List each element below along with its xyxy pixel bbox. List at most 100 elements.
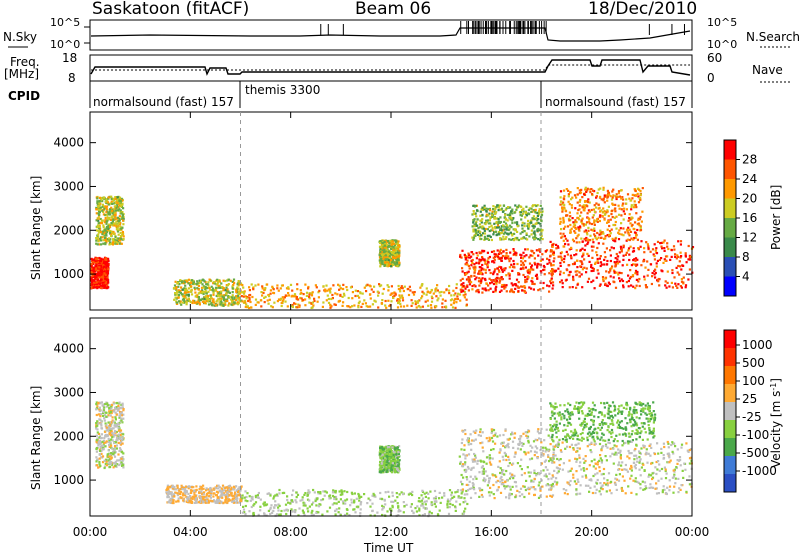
range-cell xyxy=(573,261,576,264)
range-cell xyxy=(538,208,541,211)
range-cell xyxy=(615,196,618,199)
range-cell xyxy=(199,281,203,284)
range-cell xyxy=(498,281,501,284)
range-cell xyxy=(122,417,125,420)
range-cell xyxy=(236,286,239,289)
range-cell xyxy=(109,454,112,457)
range-cell xyxy=(170,494,173,497)
range-cell xyxy=(559,232,562,235)
range-cell xyxy=(107,281,110,284)
range-cell xyxy=(367,305,370,308)
range-cell xyxy=(524,266,527,269)
range-cell xyxy=(691,246,695,249)
range-cell xyxy=(505,252,508,255)
range-cell xyxy=(541,253,544,256)
range-cell xyxy=(105,411,108,414)
range-cell xyxy=(590,245,593,248)
range-cell xyxy=(511,212,514,215)
range-cell xyxy=(448,284,451,288)
range-cell xyxy=(241,284,244,287)
range-cell xyxy=(676,286,679,289)
range-cell xyxy=(110,198,113,201)
range-cell xyxy=(421,283,424,286)
range-cell xyxy=(166,486,169,489)
cpid-segment-1: normalsound (fast) 157 xyxy=(93,95,234,109)
range-cell xyxy=(486,237,489,240)
range-cell xyxy=(283,509,286,512)
range-cell xyxy=(491,215,494,218)
range-cell xyxy=(497,255,500,258)
range-cell xyxy=(207,290,210,293)
range-cell xyxy=(654,268,657,271)
range-cell xyxy=(493,279,496,282)
range-cell xyxy=(304,283,307,286)
range-cell xyxy=(677,255,680,258)
range-cell xyxy=(468,277,471,280)
range-cell xyxy=(112,238,115,241)
range-cell xyxy=(242,286,245,289)
range-cell xyxy=(398,246,401,249)
range-cell xyxy=(635,206,638,209)
range-cell xyxy=(510,238,513,241)
range-cell xyxy=(587,241,590,244)
range-cell xyxy=(421,489,424,492)
range-cell xyxy=(577,233,580,236)
range-cell xyxy=(629,269,632,272)
range-cell xyxy=(559,270,562,273)
freq-left-tick-low: 8 xyxy=(68,71,76,85)
range-cell xyxy=(109,202,113,205)
range-cell xyxy=(250,306,253,309)
range-cell xyxy=(224,500,227,503)
range-cell xyxy=(184,284,187,287)
range-cell xyxy=(357,306,360,309)
range-cell xyxy=(111,432,114,435)
range-cell xyxy=(95,281,98,284)
range-cell xyxy=(273,301,276,304)
range-cell xyxy=(121,199,124,202)
range-cell xyxy=(115,444,118,447)
range-cell xyxy=(596,191,599,195)
range-cell xyxy=(604,277,607,280)
range-cell xyxy=(98,286,101,289)
range-cell xyxy=(603,194,606,197)
range-cell xyxy=(524,279,527,282)
range-cell xyxy=(97,240,100,243)
range-cell xyxy=(482,232,485,235)
range-cell xyxy=(97,432,101,435)
range-cell xyxy=(101,273,104,276)
range-cell xyxy=(535,249,538,252)
range-cell xyxy=(216,291,219,294)
range-cell xyxy=(489,216,492,219)
range-cell xyxy=(226,501,229,504)
range-cell xyxy=(622,246,625,249)
range-cell xyxy=(295,296,298,299)
range-cell xyxy=(505,228,508,231)
range-cell xyxy=(619,189,623,192)
range-cell xyxy=(107,264,110,267)
range-cell xyxy=(606,199,609,202)
range-cell xyxy=(364,302,367,305)
range-cell xyxy=(242,301,246,304)
range-cell xyxy=(101,440,104,443)
range-cell xyxy=(384,261,387,265)
range-cell xyxy=(449,299,453,302)
range-cell xyxy=(186,298,189,301)
range-cell xyxy=(298,305,301,309)
range-cell xyxy=(379,259,382,262)
range-cell xyxy=(277,289,280,292)
range-cell xyxy=(628,253,631,256)
range-cell xyxy=(99,282,102,285)
range-cell xyxy=(526,224,529,227)
range-cell xyxy=(194,489,197,492)
range-cell xyxy=(230,492,233,495)
range-cell xyxy=(224,294,227,297)
range-cell xyxy=(394,254,397,257)
range-cell xyxy=(578,189,581,192)
range-cell xyxy=(263,301,266,304)
range-cell xyxy=(398,288,401,291)
range-cell xyxy=(111,230,114,233)
range-cell xyxy=(634,263,637,266)
range-cell xyxy=(105,281,108,284)
range-cell xyxy=(202,484,205,487)
range-cell xyxy=(593,227,596,230)
